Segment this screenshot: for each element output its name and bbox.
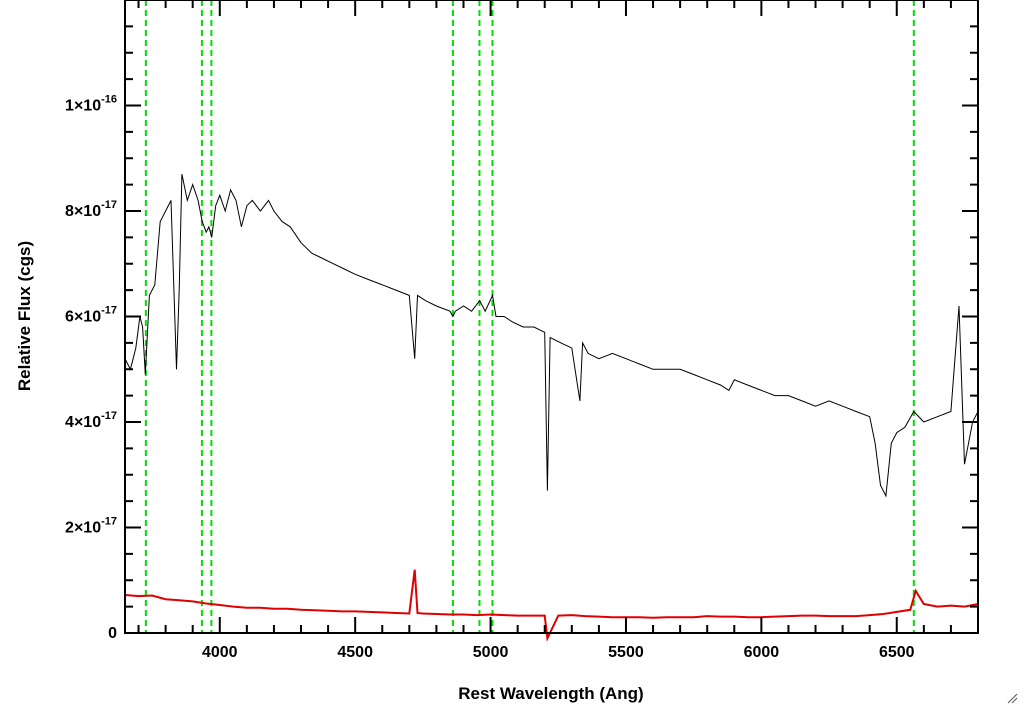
spectrum-series-line bbox=[124, 173, 979, 498]
y-tick-label: 6×10-17 bbox=[65, 305, 117, 326]
y-tick-label: 0 bbox=[108, 625, 117, 642]
reference-lines bbox=[144, 0, 915, 633]
x-tick-label: 5500 bbox=[608, 644, 644, 661]
x-axis-ticks: 4000 4500 5000 5500 6000 6500 bbox=[137, 0, 979, 661]
y-tick-label: 8×10-17 bbox=[65, 199, 117, 220]
x-tick-label: 6000 bbox=[744, 644, 780, 661]
y-tick-label: 1×10-16 bbox=[65, 94, 117, 115]
error-series-line bbox=[124, 569, 979, 642]
x-axis-title: Rest Wavelength (Ang) bbox=[458, 684, 643, 703]
plot-border bbox=[124, 0, 979, 634]
y-tick-label: 2×10-17 bbox=[65, 516, 117, 537]
y-axis-ticks: 0 2×10-17 4×10-17 6×10-17 8×10-17 1×10-16 bbox=[65, 0, 978, 642]
series-group bbox=[124, 173, 979, 642]
resize-grip-icon[interactable] bbox=[1006, 692, 1018, 704]
plot-frame bbox=[124, 0, 979, 634]
x-tick-label: 4000 bbox=[202, 644, 238, 661]
x-tick-label: 4500 bbox=[337, 644, 373, 661]
y-axis-title: Relative Flux (cgs) bbox=[15, 241, 34, 391]
x-tick-label: 6500 bbox=[879, 644, 915, 661]
y-tick-label: 4×10-17 bbox=[65, 410, 117, 431]
x-tick-label: 5000 bbox=[473, 644, 509, 661]
